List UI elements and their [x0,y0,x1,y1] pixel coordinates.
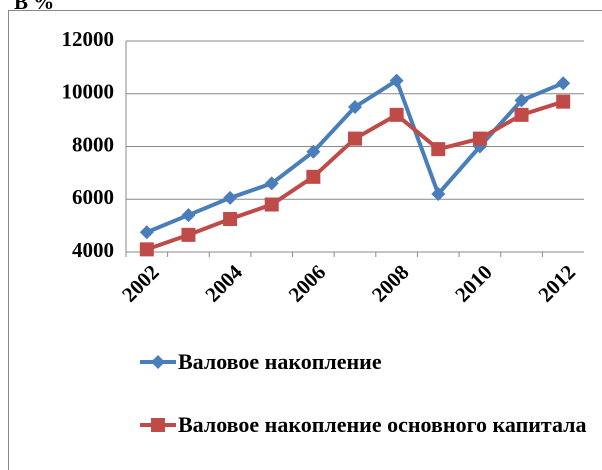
point [389,73,404,88]
x-tick-label: 2012 [533,260,580,307]
y-tick-label: 6000 [72,185,114,209]
point [264,176,279,191]
legend-label: Валовое накопление [178,349,382,374]
x-tick-label: 2002 [117,260,164,307]
point [514,93,529,108]
y-tick-label: 4000 [72,238,114,262]
point [348,99,362,114]
point [472,131,487,146]
point [306,144,321,159]
point [181,208,196,223]
point [223,190,238,205]
point [556,94,571,109]
y-tick-label: 8000 [72,132,114,156]
legend-label: Валовое накопление основного капитала [178,412,587,437]
x-tick-label: 2010 [450,260,497,307]
point [223,212,238,227]
point [139,225,154,240]
point [556,76,571,91]
x-tick-label: 2008 [367,260,414,307]
subtitle: В % [14,0,54,14]
point [181,227,196,242]
point [139,242,154,257]
x-tick-label: 2006 [284,260,331,307]
x-tick-label: 2004 [200,260,247,307]
point [431,142,446,157]
point [348,131,362,146]
point [306,169,321,184]
legend-marker [151,355,165,369]
point [431,186,446,201]
legend-marker [151,418,165,432]
y-tick-label: 12000 [62,27,115,51]
point [389,107,404,122]
point [264,197,279,212]
chart-border [8,10,602,470]
y-tick-label: 10000 [62,80,115,104]
point [514,107,529,122]
